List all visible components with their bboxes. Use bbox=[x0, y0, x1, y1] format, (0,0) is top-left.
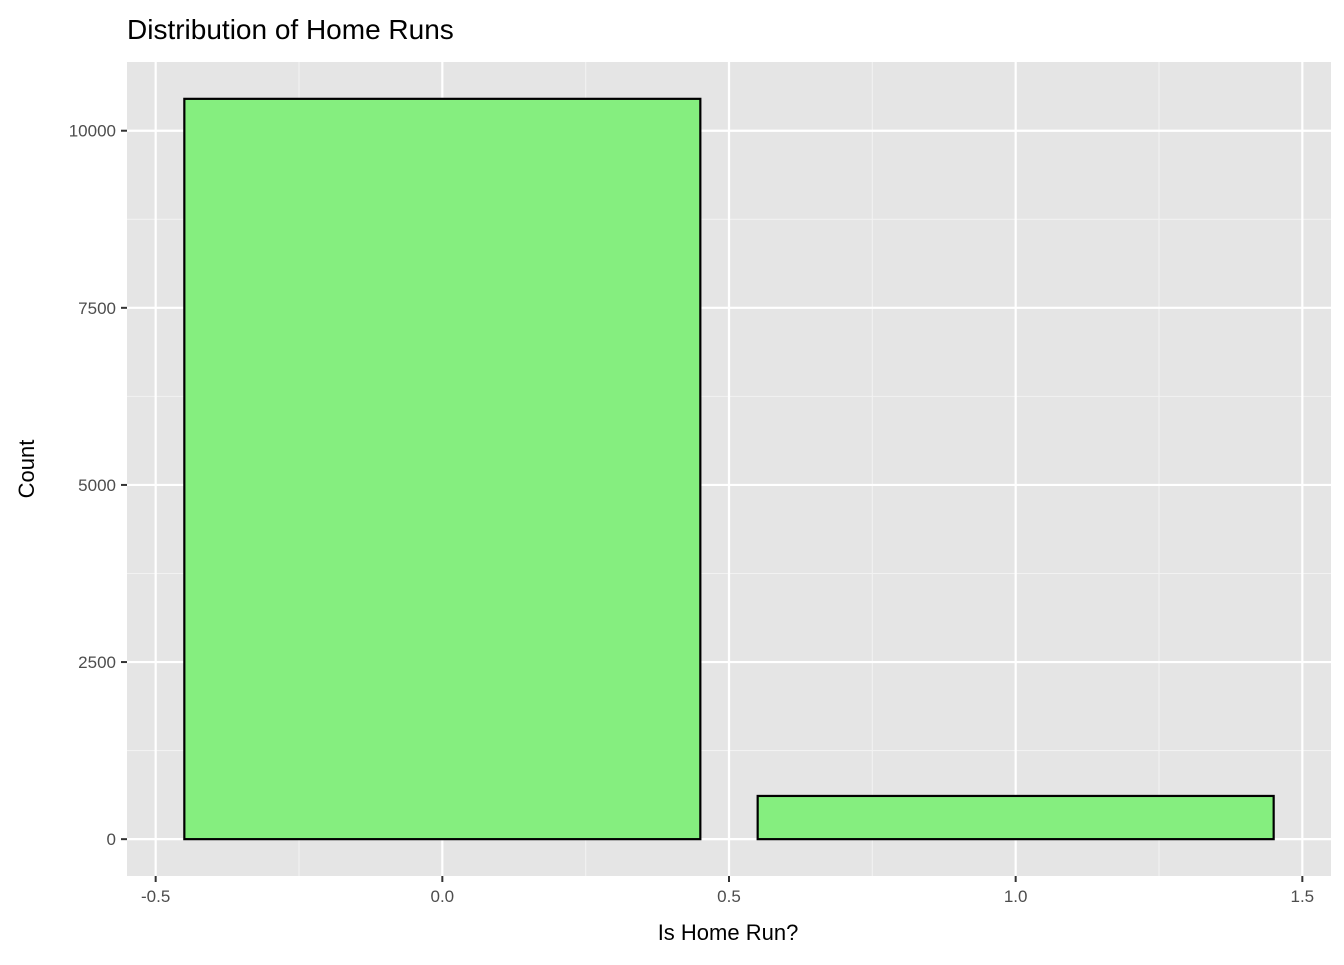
y-tick-label: 10000 bbox=[69, 122, 116, 141]
y-tick-label: 5000 bbox=[78, 476, 116, 495]
y-tick-label: 2500 bbox=[78, 653, 116, 672]
chart-title: Distribution of Home Runs bbox=[127, 14, 454, 45]
x-axis: -0.5 0.0 0.5 1.0 1.5 bbox=[141, 876, 1314, 906]
bar-1 bbox=[756, 794, 1275, 841]
x-axis-title: Is Home Run? bbox=[658, 920, 799, 945]
y-axis: 0 2500 5000 7500 10000 bbox=[69, 122, 127, 849]
bars bbox=[183, 97, 1275, 841]
x-tick-label: 0.5 bbox=[717, 887, 741, 906]
bar-0 bbox=[183, 97, 702, 841]
y-tick-label: 0 bbox=[107, 830, 116, 849]
x-tick-label: 1.5 bbox=[1291, 887, 1315, 906]
x-tick-label: -0.5 bbox=[141, 887, 170, 906]
x-tick-label: 1.0 bbox=[1004, 887, 1028, 906]
y-axis-title: Count bbox=[14, 440, 39, 499]
y-tick-label: 7500 bbox=[78, 299, 116, 318]
x-tick-label: 0.0 bbox=[431, 887, 455, 906]
